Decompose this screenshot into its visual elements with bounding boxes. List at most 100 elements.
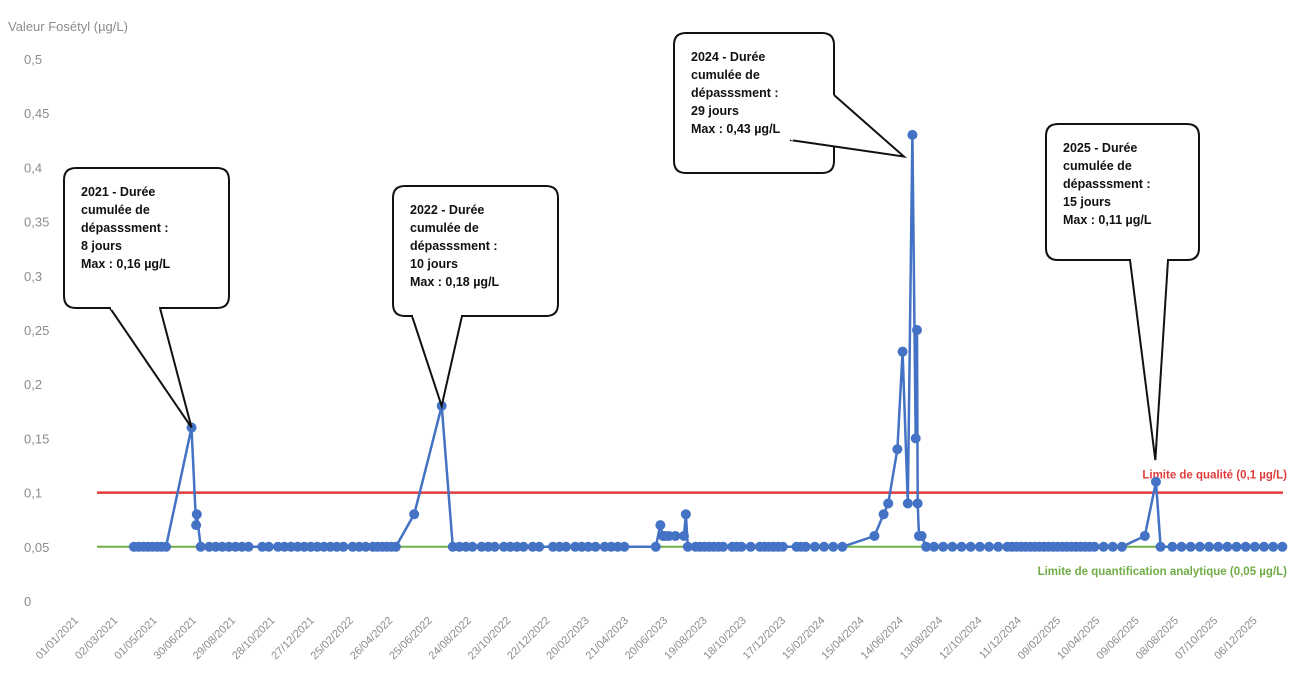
data-point — [534, 541, 545, 552]
data-point — [619, 541, 630, 552]
annotation-text: cumulée de — [1063, 159, 1132, 173]
data-point — [938, 541, 949, 552]
data-point — [974, 541, 985, 552]
y-tick-label: 0,45 — [24, 106, 49, 121]
data-point — [467, 541, 478, 552]
annotation-box — [63, 167, 230, 309]
x-tick-label: 06/12/2025 — [1212, 615, 1259, 662]
annotation-text: dépasssment : — [410, 239, 498, 253]
data-point — [191, 520, 202, 531]
y-tick-label: 0,5 — [24, 52, 42, 67]
quantification-limit-label: Limite de quantification analytique (0,0… — [1038, 566, 1288, 578]
data-point — [390, 541, 401, 552]
annotation-pointer-gap — [789, 93, 835, 142]
annotation-text: dépasssment : — [81, 221, 169, 235]
data-point — [718, 541, 729, 552]
data-point — [921, 541, 932, 552]
y-tick-label: 0,25 — [24, 323, 49, 338]
y-tick-label: 0,4 — [24, 160, 42, 175]
data-point — [561, 541, 572, 552]
y-tick-label: 0,15 — [24, 431, 49, 446]
annotation-text: Max : 0,18 µg/L — [410, 275, 500, 289]
data-point — [907, 129, 918, 140]
data-point — [518, 541, 529, 552]
annotation-text: 8 jours — [81, 239, 122, 253]
data-point — [736, 541, 747, 552]
y-tick-label: 0,1 — [24, 486, 42, 501]
data-point — [911, 325, 922, 335]
data-point — [1098, 541, 1109, 552]
data-point — [191, 509, 202, 520]
annotation-box — [392, 185, 559, 317]
annotation-text: 10 jours — [410, 257, 458, 271]
y-axis-label: Valeur Fosétyl (µg/L) — [8, 19, 128, 34]
data-point — [243, 541, 254, 552]
data-point — [1155, 541, 1166, 552]
data-point — [1204, 541, 1215, 552]
data-point — [956, 541, 967, 552]
annotation-text: 29 jours — [691, 104, 739, 118]
data-point — [883, 498, 894, 509]
y-tick-label: 0,05 — [24, 540, 49, 555]
data-point — [1249, 541, 1260, 552]
data-point — [837, 541, 848, 552]
data-point — [650, 541, 661, 552]
data-point — [800, 541, 811, 552]
data-point — [161, 541, 172, 552]
annotation-pointer — [1129, 259, 1169, 461]
data-point — [745, 541, 756, 552]
annotation-text: cumulée de — [81, 203, 150, 217]
data-point — [1116, 541, 1127, 552]
data-point — [878, 509, 889, 520]
data-point — [912, 498, 923, 509]
data-point — [809, 541, 820, 552]
data-point — [897, 346, 908, 357]
data-point — [777, 541, 788, 552]
y-tick-label: 0,2 — [24, 377, 42, 392]
annotation-pointer — [789, 94, 908, 159]
data-point — [947, 541, 958, 552]
annotation-text: 2024 - Durée — [691, 50, 765, 64]
data-point — [1213, 541, 1224, 552]
annotation-text: 15 jours — [1063, 195, 1111, 209]
data-point — [1222, 541, 1233, 552]
data-point — [910, 433, 921, 444]
data-point — [680, 509, 691, 520]
data-point — [916, 530, 927, 541]
y-tick-label: 0 — [24, 594, 31, 609]
data-point — [1089, 541, 1100, 552]
data-point — [1185, 541, 1196, 552]
annotation-text: 2025 - Durée — [1063, 141, 1137, 155]
data-point — [1150, 476, 1161, 487]
data-point — [1259, 541, 1270, 552]
quality-limit-label: Limite de qualité (0,1 µg/L) — [1142, 470, 1287, 482]
annotation-pointer — [109, 307, 193, 429]
annotation-text: Max : 0,16 µg/L — [81, 257, 171, 271]
annotation-text: cumulée de — [691, 68, 760, 82]
y-tick-label: 0,35 — [24, 215, 49, 230]
data-point — [263, 541, 274, 552]
data-point — [1240, 541, 1251, 552]
data-point — [1176, 541, 1187, 552]
annotation-pointer — [411, 315, 463, 410]
annotation-box — [1045, 123, 1200, 261]
data-point — [984, 541, 995, 552]
data-point — [583, 541, 594, 552]
annotation-text: Max : 0,11 µg/L — [1063, 213, 1152, 227]
data-point — [993, 541, 1004, 552]
data-point — [590, 541, 601, 552]
annotation-text: dépasssment : — [1063, 177, 1151, 191]
data-point — [1277, 541, 1288, 552]
data-point — [409, 509, 420, 520]
data-point — [828, 541, 839, 552]
data-point — [1167, 541, 1178, 552]
data-point — [869, 530, 880, 541]
x-tick-label: 12/10/2024 — [937, 615, 984, 662]
data-point — [819, 541, 830, 552]
data-point — [892, 444, 903, 455]
data-point — [682, 541, 693, 552]
data-point — [1231, 541, 1242, 552]
annotation-text: dépasssment : — [691, 86, 779, 100]
data-point — [1194, 541, 1205, 552]
